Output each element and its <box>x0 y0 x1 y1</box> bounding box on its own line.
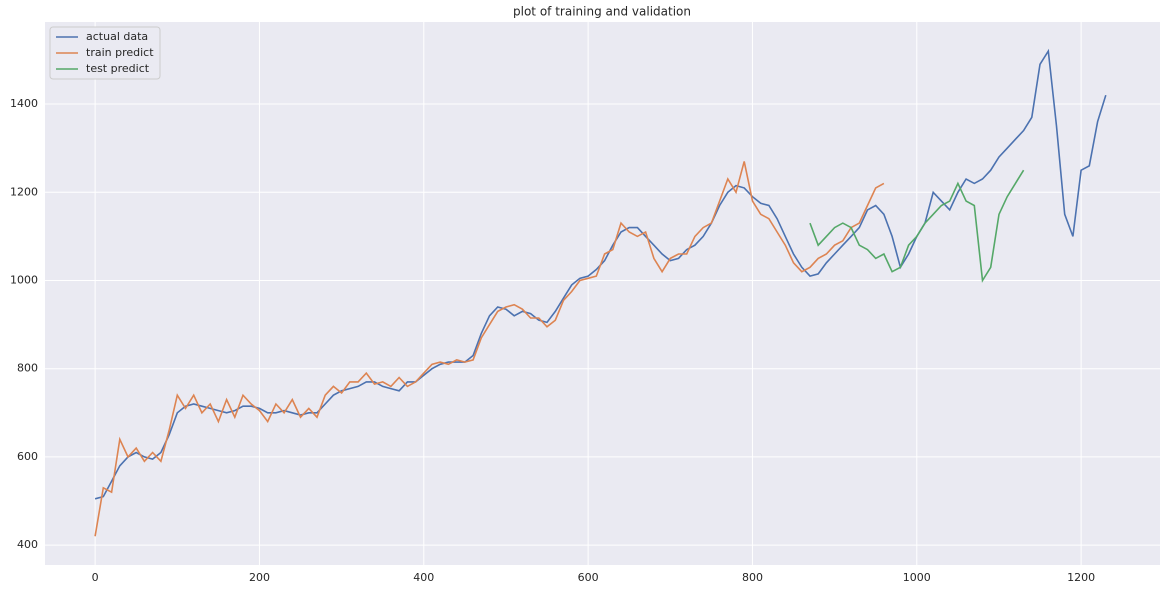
legend-label: actual data <box>86 30 148 43</box>
x-tick-label: 1200 <box>1067 571 1095 584</box>
legend-box <box>49 26 161 80</box>
y-tick-label: 800 <box>17 362 38 375</box>
line-series <box>94 161 885 537</box>
x-tick-label: 800 <box>742 571 763 584</box>
y-tick-label: 1200 <box>10 185 38 198</box>
legend-label: train predict <box>86 46 154 59</box>
x-tick-label: 0 <box>92 571 99 584</box>
y-tick-label: 1400 <box>10 97 38 110</box>
chart-title: plot of training and validation <box>513 5 691 19</box>
x-tick-label: 1000 <box>903 571 931 584</box>
plot-area <box>45 22 1160 565</box>
legend-label: test predict <box>86 62 150 75</box>
x-tick-label: 200 <box>249 571 270 584</box>
y-tick-label: 400 <box>17 538 38 551</box>
line-series <box>809 169 1025 283</box>
x-tick-label: 400 <box>413 571 434 584</box>
y-tick-label: 1000 <box>10 273 38 286</box>
y-tick-label: 600 <box>17 450 38 463</box>
x-tick-label: 600 <box>578 571 599 584</box>
